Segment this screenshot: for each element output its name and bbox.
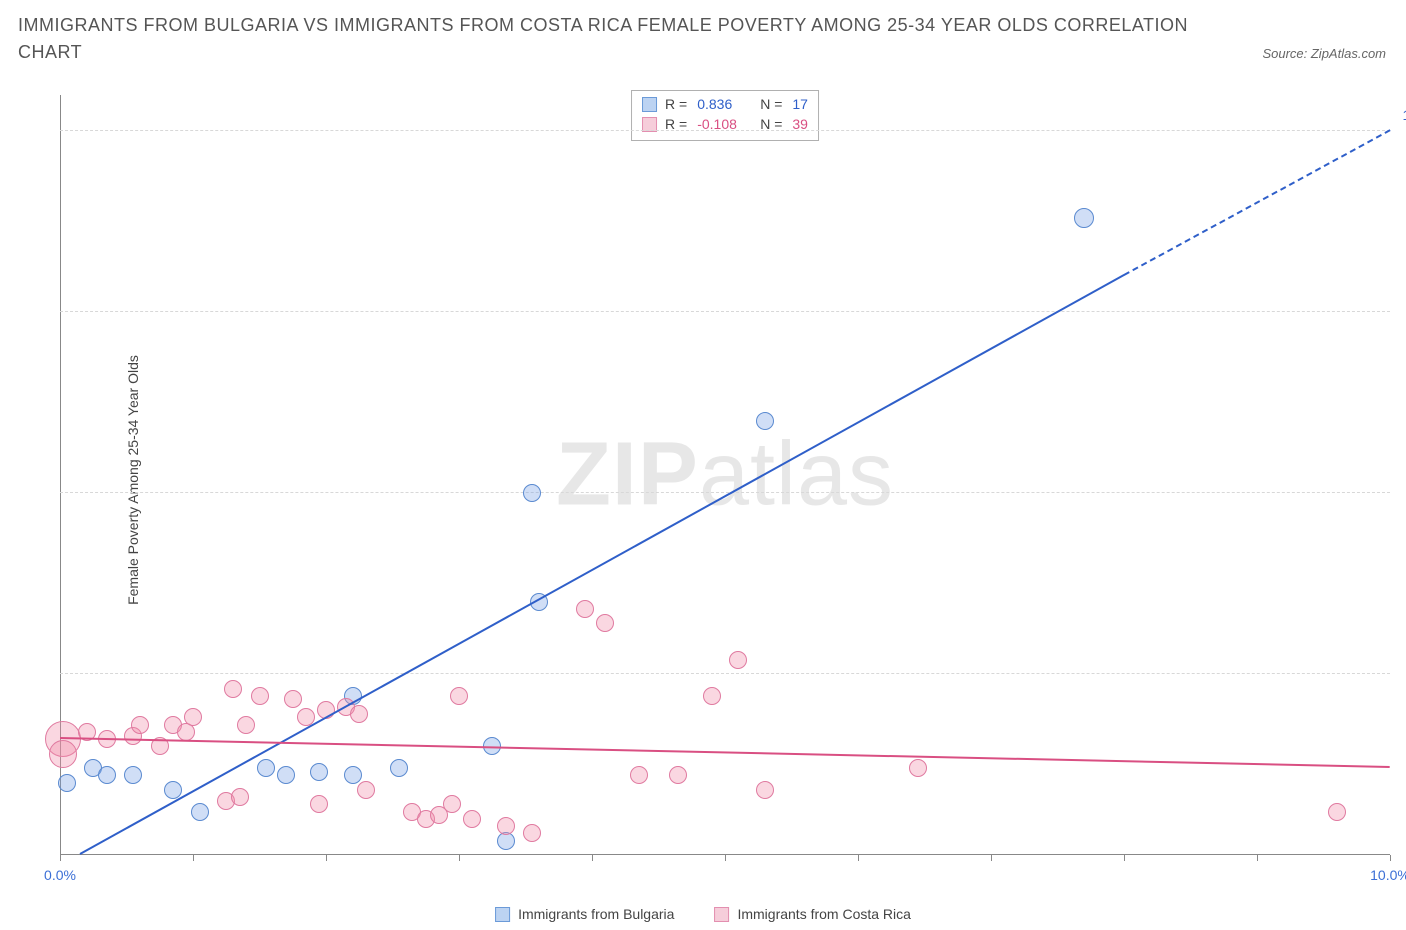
x-tick <box>725 855 726 861</box>
scatter-point <box>284 690 302 708</box>
watermark-zip: ZIP <box>556 425 699 525</box>
x-tick-label: 10.0% <box>1370 867 1406 883</box>
grid-line <box>60 492 1390 493</box>
scatter-point <box>463 810 481 828</box>
stat-r-label: R = <box>665 115 687 135</box>
watermark: ZIPatlas <box>556 424 894 527</box>
x-tick <box>326 855 327 861</box>
bottom-legend: Immigrants from Bulgaria Immigrants from … <box>495 906 911 922</box>
stat-n-value: 17 <box>792 95 808 115</box>
scatter-point <box>669 766 687 784</box>
stat-r-value: 0.836 <box>697 95 752 115</box>
scatter-point <box>344 766 362 784</box>
legend-item: Immigrants from Costa Rica <box>714 906 910 922</box>
stat-n-value: 39 <box>792 115 808 135</box>
legend-label: Immigrants from Costa Rica <box>737 906 910 922</box>
scatter-point <box>257 759 275 777</box>
scatter-point <box>231 788 249 806</box>
scatter-point <box>630 766 648 784</box>
scatter-point <box>729 651 747 669</box>
legend-swatch <box>714 907 729 922</box>
chart-title: IMMIGRANTS FROM BULGARIA VS IMMIGRANTS F… <box>18 12 1246 66</box>
x-tick-label: 0.0% <box>44 867 76 883</box>
trend-line <box>79 274 1124 855</box>
x-tick <box>858 855 859 861</box>
scatter-point <box>576 600 594 618</box>
x-tick <box>1124 855 1125 861</box>
legend-swatch <box>642 97 657 112</box>
x-tick <box>1257 855 1258 861</box>
stats-row: R = -0.108 N = 39 <box>642 115 808 135</box>
scatter-point <box>310 795 328 813</box>
stat-r-label: R = <box>665 95 687 115</box>
legend-item: Immigrants from Bulgaria <box>495 906 674 922</box>
scatter-point <box>1074 208 1094 228</box>
scatter-point <box>703 687 721 705</box>
source-attribution: Source: ZipAtlas.com <box>1262 46 1386 61</box>
x-tick <box>592 855 593 861</box>
scatter-point <box>164 781 182 799</box>
scatter-point <box>277 766 295 784</box>
scatter-point <box>124 766 142 784</box>
scatter-point <box>131 716 149 734</box>
scatter-point <box>310 763 328 781</box>
stat-n-label: N = <box>760 115 782 135</box>
scatter-point <box>390 759 408 777</box>
scatter-point <box>756 781 774 799</box>
scatter-point <box>497 817 515 835</box>
scatter-point <box>523 824 541 842</box>
y-tick-label: 25.0% <box>1395 650 1406 666</box>
stats-legend-box: R = 0.836 N = 17 R = -0.108 N = 39 <box>631 90 819 141</box>
y-tick-label: 50.0% <box>1395 469 1406 485</box>
x-tick <box>991 855 992 861</box>
scatter-point <box>523 484 541 502</box>
y-tick-label: 75.0% <box>1395 288 1406 304</box>
x-tick <box>193 855 194 861</box>
grid-line <box>60 311 1390 312</box>
scatter-point <box>450 687 468 705</box>
scatter-point <box>58 774 76 792</box>
scatter-point <box>237 716 255 734</box>
chart-plot-area: ZIPatlas R =0.836N =17R =-0.108N =39 25.… <box>60 95 1390 855</box>
stat-n-label: N = <box>760 95 782 115</box>
scatter-point <box>350 705 368 723</box>
scatter-point <box>756 412 774 430</box>
scatter-point <box>191 803 209 821</box>
y-tick-label: 100.0% <box>1395 107 1406 123</box>
grid-line <box>60 673 1390 674</box>
stats-row: R = 0.836 N = 17 <box>642 95 808 115</box>
scatter-point <box>49 740 77 768</box>
watermark-atlas: atlas <box>699 425 894 525</box>
scatter-point <box>443 795 461 813</box>
legend-swatch <box>495 907 510 922</box>
scatter-point <box>251 687 269 705</box>
x-tick <box>459 855 460 861</box>
trend-line-dashed <box>1124 129 1391 276</box>
legend-label: Immigrants from Bulgaria <box>518 906 674 922</box>
stat-r-value: -0.108 <box>697 115 752 135</box>
scatter-point <box>909 759 927 777</box>
scatter-point <box>98 766 116 784</box>
scatter-point <box>1328 803 1346 821</box>
scatter-point <box>224 680 242 698</box>
grid-line <box>60 130 1390 131</box>
x-tick <box>60 855 61 861</box>
x-tick <box>1390 855 1391 861</box>
scatter-point <box>357 781 375 799</box>
scatter-point <box>184 708 202 726</box>
scatter-point <box>596 614 614 632</box>
